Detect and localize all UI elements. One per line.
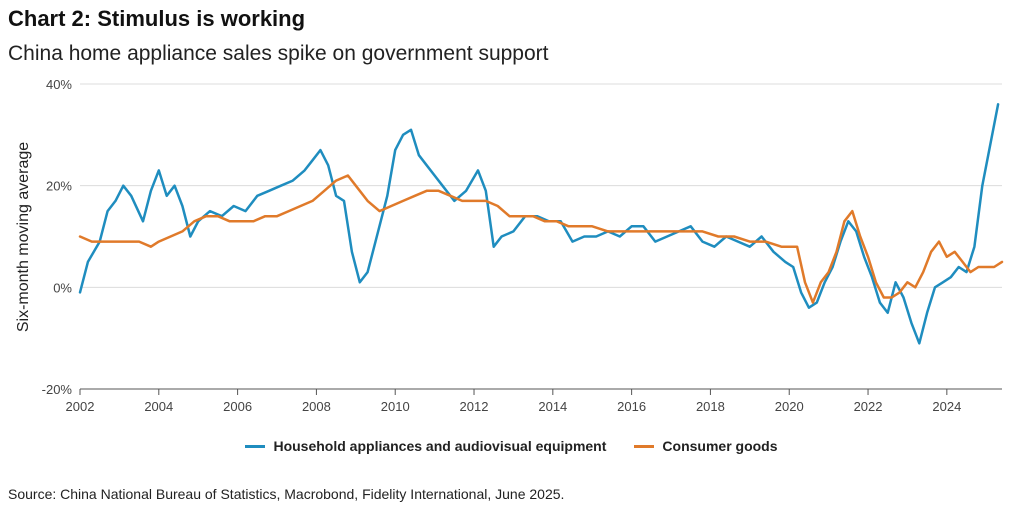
x-tick-label: 2002 — [66, 399, 95, 414]
x-tick-label: 2010 — [381, 399, 410, 414]
x-tick-label: 2014 — [538, 399, 567, 414]
x-tick-label: 2006 — [223, 399, 252, 414]
legend-item-consumer-goods: Consumer goods — [634, 438, 778, 454]
y-axis-label: Six-month moving average — [15, 142, 32, 332]
legend-swatch-consumer-goods — [634, 444, 655, 448]
y-tick-label: 40% — [46, 77, 72, 92]
x-tick-label: 2020 — [775, 399, 804, 414]
axes: -20% 0% 20% 40% 2002 2004 2006 2008 2010 2012 2014… — [42, 77, 1002, 414]
x-tick-label: 2022 — [854, 399, 883, 414]
gridlines — [80, 83, 1002, 390]
x-tick-label: 2008 — [302, 399, 331, 414]
legend: Household appliances and audiovisual equ… — [0, 438, 1023, 454]
source-note: Source: China National Bureau of Statist… — [8, 486, 565, 502]
y-tick-label: 0% — [53, 280, 72, 295]
series-lines — [78, 103, 1004, 345]
series-line-consumer-goods — [78, 174, 1004, 304]
chart-subtitle: China home appliance sales spike on gove… — [8, 42, 549, 65]
line-chart: -20% 0% 20% 40% 2002 2004 2006 2008 2010 2012 2014… — [15, 77, 1004, 414]
y-tick-label: 20% — [46, 179, 72, 194]
x-tick-label: 2024 — [932, 399, 961, 414]
x-tick-label: 2012 — [460, 399, 489, 414]
legend-item-appliances: Household appliances and audiovisual equ… — [245, 438, 606, 454]
chart-title: Chart 2: Stimulus is working — [8, 6, 306, 31]
legend-swatch-appliances — [245, 444, 266, 448]
x-tick-label: 2004 — [144, 399, 173, 414]
legend-label-consumer-goods: Consumer goods — [662, 438, 778, 454]
x-tick-label: 2016 — [617, 399, 646, 414]
y-tick-label: -20% — [42, 382, 73, 397]
x-tick-label: 2018 — [696, 399, 725, 414]
legend-label-appliances: Household appliances and audiovisual equ… — [273, 438, 607, 454]
series-line-appliances — [78, 103, 1000, 345]
